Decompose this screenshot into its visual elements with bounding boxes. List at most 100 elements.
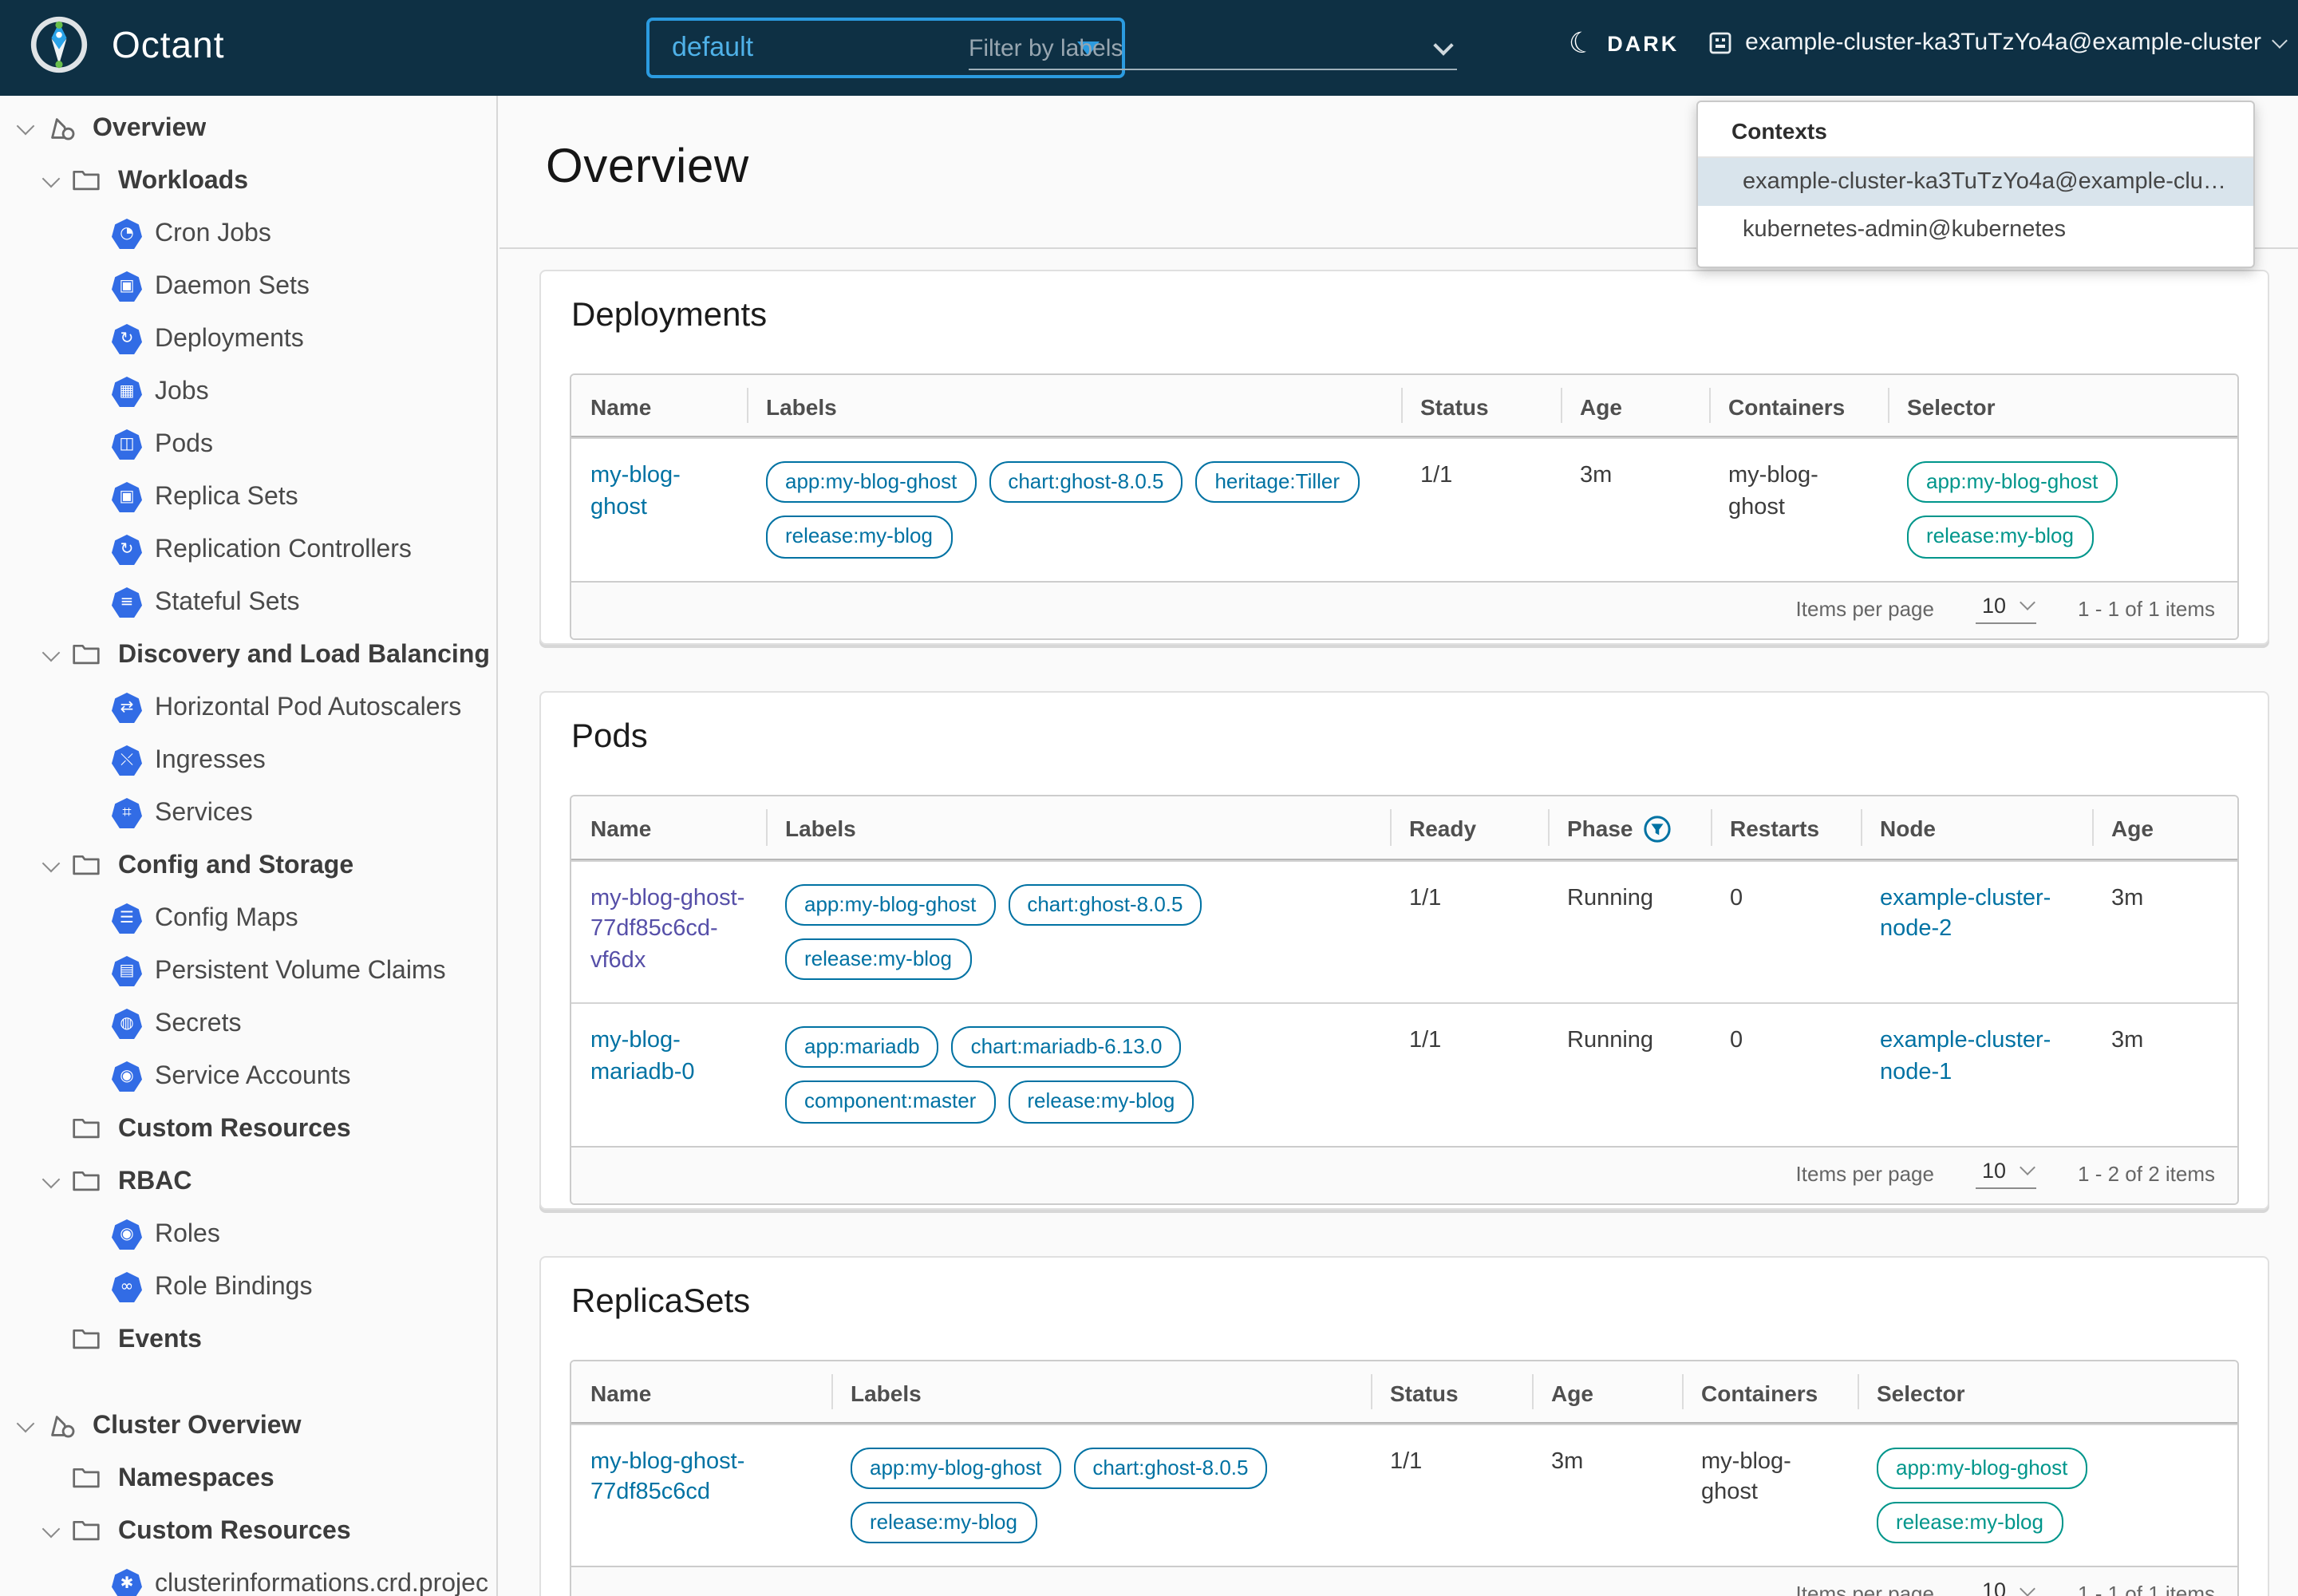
- column-header-name[interactable]: Name: [571, 1361, 831, 1421]
- age-cell: 3m: [1532, 1424, 1682, 1566]
- sidebar-item-daemon-sets[interactable]: Daemon Sets: [0, 260, 496, 313]
- sidebar-item-role-bindings[interactable]: Role Bindings: [0, 1261, 496, 1314]
- label-tag: app:my-blog-ghost: [766, 461, 976, 504]
- folder-icon: [70, 1328, 102, 1352]
- sidebar-group-namespaces[interactable]: Namespaces: [0, 1452, 496, 1505]
- sidebar-item-horizontal-pod-autoscalers[interactable]: Horizontal Pod Autoscalers: [0, 681, 496, 734]
- sidebar-item-jobs[interactable]: Jobs: [0, 365, 496, 418]
- sidebar-item-service-accounts[interactable]: Service Accounts: [0, 1050, 496, 1103]
- node-link[interactable]: example-cluster-node-1: [1880, 1028, 2051, 1084]
- node-link[interactable]: example-cluster-node-2: [1880, 885, 2051, 942]
- sidebar-group-rbac[interactable]: RBAC: [0, 1156, 496, 1208]
- table-row: my-blog-ghost app:my-blog-ghost chart:gh…: [571, 437, 2237, 580]
- column-header-name[interactable]: Name: [571, 796, 766, 858]
- page-size-value: 10: [1982, 593, 2006, 617]
- brand: Octant: [29, 14, 225, 75]
- sidebar-item-label: Config Maps: [155, 904, 298, 933]
- contexts-dropdown: Contexts example-cluster-ka3TuTzYo4a@exa…: [1696, 101, 2255, 268]
- sidebar-item-replica-sets[interactable]: Replica Sets: [0, 471, 496, 523]
- column-header-name[interactable]: Name: [571, 375, 747, 436]
- pod-link[interactable]: my-blog-ghost-77df85c6cd-vf6dx: [590, 885, 744, 973]
- sidebar-item-label: Custom Resources: [118, 1115, 351, 1144]
- sidebar-item-cron-jobs[interactable]: Cron Jobs: [0, 207, 496, 260]
- column-header-labels[interactable]: Labels: [831, 1361, 1371, 1421]
- cronjobs-icon: [112, 219, 142, 249]
- column-header-age[interactable]: Age: [1532, 1361, 1682, 1421]
- pvc-icon: [112, 956, 142, 986]
- column-header-containers[interactable]: Containers: [1682, 1361, 1858, 1421]
- sidebar-item-label: Jobs: [155, 377, 209, 406]
- sidebar-item-config-maps[interactable]: Config Maps: [0, 892, 496, 945]
- sidebar-group-cluster-custom-resources[interactable]: Custom Resources: [0, 1505, 496, 1558]
- column-header-selector[interactable]: Selector: [1858, 1361, 2237, 1421]
- pagination-range: 1 - 2 of 2 items: [2078, 1161, 2215, 1185]
- replicasets-table: Name Labels Status Age Containers Select…: [570, 1359, 2239, 1596]
- sidebar-item-deployments[interactable]: Deployments: [0, 313, 496, 365]
- filter-icon[interactable]: [1645, 815, 1672, 842]
- sidebar-group-discovery-load-balancing[interactable]: Discovery and Load Balancing: [0, 629, 496, 681]
- chevron-down-icon: [42, 854, 61, 872]
- containers-cell: my-blog-ghost: [1682, 1424, 1858, 1566]
- sidebar-item-services[interactable]: Services: [0, 787, 496, 839]
- sidebar-item-label: Role Bindings: [155, 1273, 312, 1302]
- replicaset-link[interactable]: my-blog-ghost-77df85c6cd: [590, 1448, 744, 1505]
- context-switcher[interactable]: example-cluster-ka3TuTzYo4a@example-clus…: [1707, 29, 2285, 56]
- page-size-select[interactable]: 10: [1976, 1578, 2036, 1596]
- column-header-node[interactable]: Node: [1861, 796, 2092, 858]
- sidebar-group-custom-resources[interactable]: Custom Resources: [0, 1103, 496, 1156]
- pods-table: Name Labels Ready Phase Restarts Nod: [570, 794, 2239, 1204]
- dark-mode-toggle[interactable]: ☾ DARK: [1569, 29, 1679, 57]
- deployments-card: Deployments Name Labels Status Age Conta…: [539, 270, 2269, 644]
- sidebar-item-clusterinformations[interactable]: clusterinformations.crd.projec: [0, 1558, 496, 1596]
- column-header-selector[interactable]: Selector: [1888, 375, 2237, 436]
- page-size-select[interactable]: 10: [1976, 1158, 2036, 1188]
- label-filter-input[interactable]: Filter by labels: [969, 29, 1457, 70]
- sidebar-item-pods[interactable]: Pods: [0, 418, 496, 471]
- column-header-age[interactable]: Age: [2092, 796, 2237, 858]
- column-header-labels[interactable]: Labels: [766, 796, 1390, 858]
- sidebar-item-label: Roles: [155, 1220, 220, 1249]
- label-tag: heritage:Tiller: [1195, 461, 1359, 504]
- selector-tag: app:my-blog-ghost: [1877, 1447, 2087, 1489]
- sidebar-item-persistent-volume-claims[interactable]: Persistent Volume Claims: [0, 945, 496, 998]
- context-menu-item[interactable]: example-cluster-ka3TuTzYo4a@example-clu…: [1698, 158, 2253, 206]
- folder-icon: [70, 1170, 102, 1194]
- replicasets-title: ReplicaSets: [571, 1282, 2239, 1321]
- table-pagination: Items per page 10 1 - 1 of 1 items: [571, 1566, 2237, 1596]
- sidebar-item-replication-controllers[interactable]: Replication Controllers: [0, 523, 496, 576]
- chevron-down-icon: [17, 117, 35, 135]
- sidebar-item-label: Daemon Sets: [155, 272, 310, 301]
- context-menu-item[interactable]: kubernetes-admin@kubernetes: [1698, 206, 2253, 254]
- sidebar-item-cluster-overview[interactable]: Cluster Overview: [0, 1400, 496, 1452]
- sidebar-group-events[interactable]: Events: [0, 1314, 496, 1366]
- column-header-status[interactable]: Status: [1371, 1361, 1532, 1421]
- column-header-containers[interactable]: Containers: [1709, 375, 1888, 436]
- column-header-restarts[interactable]: Restarts: [1711, 796, 1861, 858]
- sidebar-item-roles[interactable]: Roles: [0, 1208, 496, 1261]
- column-header-age[interactable]: Age: [1561, 375, 1709, 436]
- main-content: Overview Deployments Name Labels Status …: [499, 96, 2298, 1596]
- deployments-icon: [112, 324, 142, 354]
- sidebar-group-config-and-storage[interactable]: Config and Storage: [0, 839, 496, 892]
- column-header-labels[interactable]: Labels: [747, 375, 1401, 436]
- column-header-ready[interactable]: Ready: [1390, 796, 1548, 858]
- items-per-page-label: Items per page: [1796, 1161, 1934, 1185]
- chevron-down-icon: [2020, 595, 2035, 610]
- daemonsets-icon: [112, 271, 142, 302]
- rolebindings-icon: [112, 1272, 142, 1302]
- moon-icon: ☾: [1566, 26, 1597, 60]
- pagination-range: 1 - 1 of 1 items: [2078, 1582, 2215, 1596]
- sidebar-item-overview[interactable]: Overview: [0, 102, 496, 155]
- column-header-status[interactable]: Status: [1401, 375, 1561, 436]
- sidebar-group-workloads[interactable]: Workloads: [0, 155, 496, 207]
- label-tag: chart:ghost-8.0.5: [1073, 1447, 1267, 1489]
- deployment-link[interactable]: my-blog-ghost: [590, 463, 681, 519]
- sidebar-item-label: Discovery and Load Balancing: [118, 641, 490, 670]
- sidebar-item-ingresses[interactable]: Ingresses: [0, 734, 496, 787]
- sidebar-item-stateful-sets[interactable]: Stateful Sets: [0, 576, 496, 629]
- pod-link[interactable]: my-blog-mariadb-0: [590, 1028, 695, 1084]
- sidebar-item-label: RBAC: [118, 1167, 192, 1196]
- column-header-phase[interactable]: Phase: [1548, 796, 1711, 858]
- sidebar-item-secrets[interactable]: Secrets: [0, 998, 496, 1050]
- page-size-select[interactable]: 10: [1976, 593, 2036, 623]
